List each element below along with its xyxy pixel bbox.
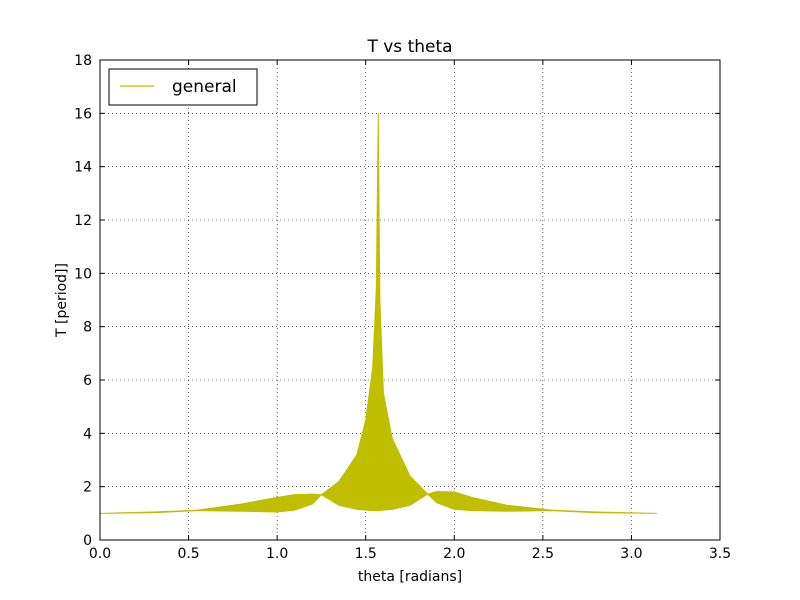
y-tick-label: 8: [83, 320, 92, 336]
y-axis-label: T [period]]: [54, 263, 70, 338]
x-tick-label: 0.5: [177, 546, 199, 562]
x-tick-label: 3.5: [709, 546, 731, 562]
plot-frame: [99, 59, 721, 541]
series-envelope-general: [99, 112, 658, 514]
y-tick-label: 2: [83, 480, 92, 496]
x-tick-label: 2.0: [443, 546, 465, 562]
x-tick-label: 1.5: [355, 546, 377, 562]
y-tick-label: 0: [83, 533, 92, 549]
tick-layer: 0.0 0.5 1.0 1.5 2.0 2.5 3.0 3.5 0 2 4 6 8 10 12 14 16 18: [74, 53, 731, 562]
x-tick-label: 0.0: [89, 546, 111, 562]
series-layer: [99, 112, 658, 514]
x-axis-label: theta [radians]: [358, 569, 462, 585]
legend: general: [108, 68, 258, 106]
y-tick-label: 4: [83, 426, 92, 442]
x-tick-label: 1.0: [266, 546, 288, 562]
y-tick-label: 6: [83, 373, 92, 389]
plot-area: [100, 60, 720, 540]
legend-box: [108, 68, 258, 106]
y-tick-label: 16: [74, 106, 92, 122]
chart-title: T vs theta: [366, 37, 452, 57]
y-tick-label: 10: [74, 266, 92, 282]
x-tick-label: 2.5: [532, 546, 554, 562]
grid-layer: [100, 60, 720, 540]
legend-label-general: general: [172, 77, 237, 97]
x-tick-label: 3.0: [620, 546, 642, 562]
y-tick-label: 14: [74, 160, 92, 176]
y-tick-label: 12: [74, 213, 92, 229]
y-tick-label: 18: [74, 53, 92, 69]
